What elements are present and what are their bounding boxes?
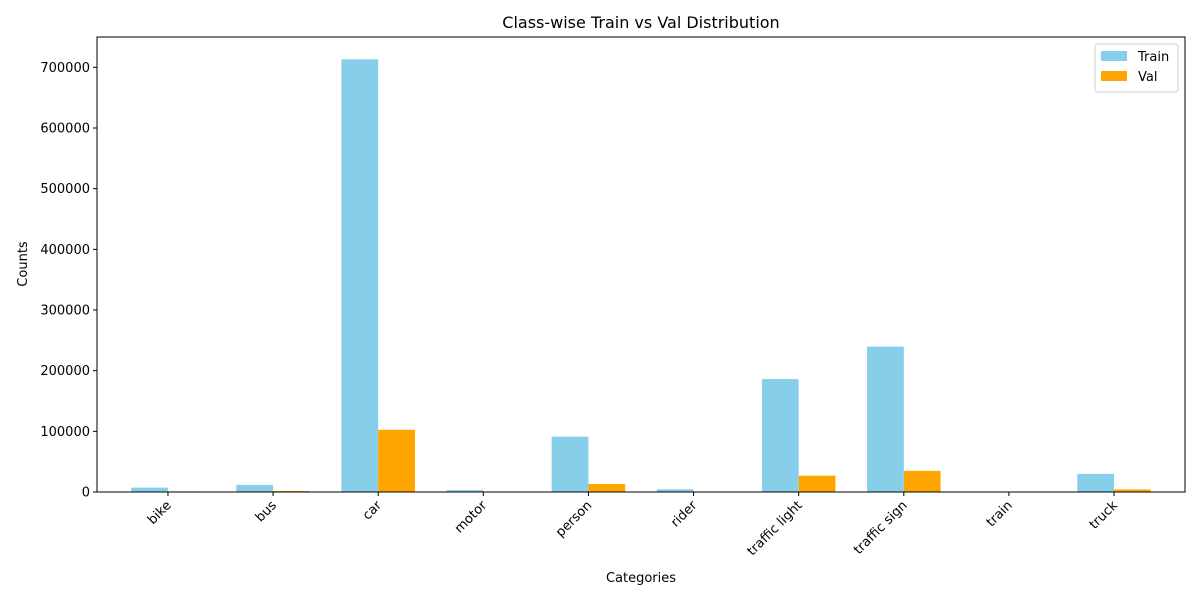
bar-train-motor xyxy=(446,490,484,492)
bar-train-truck xyxy=(1077,473,1115,492)
legend: Train Val xyxy=(1094,43,1179,93)
bar-val-car xyxy=(378,429,415,492)
y-tick-label: 500000 xyxy=(40,182,90,197)
x-tick-label-motor: motor xyxy=(452,498,491,537)
chart-title: Class-wise Train vs Val Distribution xyxy=(502,13,779,32)
x-tick-label-bike: bike xyxy=(145,498,175,528)
x-axis: bike bus car motor person rider traffic light t… xyxy=(145,492,1121,559)
bar-val-person xyxy=(588,483,626,492)
y-tick-label: 400000 xyxy=(40,243,90,258)
x-tick-label-traffic-sign: traffic sign xyxy=(851,498,910,557)
bar-val-truck xyxy=(1114,489,1151,492)
bar-train-bus xyxy=(236,484,274,492)
x-tick-label-bus: bus xyxy=(253,498,280,525)
x-tick-label-person: person xyxy=(553,498,595,540)
x-tick-label-rider: rider xyxy=(668,498,701,531)
legend-swatch-train xyxy=(1101,51,1127,61)
y-tick-label: 200000 xyxy=(40,364,90,379)
x-tick-label-traffic-light: traffic light xyxy=(745,498,806,559)
plot-frame xyxy=(96,36,1186,493)
y-tick-label: 600000 xyxy=(40,122,90,137)
bar-train-car xyxy=(341,59,379,493)
y-tick-label: 100000 xyxy=(40,425,90,440)
y-axis: 0 100000 200000 300000 400000 500000 600000 700… xyxy=(40,61,97,501)
bar-val-traffic-sign xyxy=(903,470,941,492)
legend-label-train: Train xyxy=(1137,50,1169,65)
x-tick-label-car: car xyxy=(360,498,386,524)
y-tick-label: 0 xyxy=(82,486,90,501)
x-tick-label-truck: truck xyxy=(1087,498,1122,533)
bar-train-rider xyxy=(656,489,694,492)
y-tick-label: 300000 xyxy=(40,304,90,319)
bar-train-traffic-sign xyxy=(867,346,904,492)
x-axis-label: Categories xyxy=(606,571,676,586)
bar-train-bike xyxy=(131,487,168,492)
bar-train-traffic-light xyxy=(761,379,799,492)
legend-swatch-val xyxy=(1101,71,1127,81)
x-tick-label-train: train xyxy=(984,498,1016,530)
y-axis-label: Counts xyxy=(16,241,31,287)
y-tick-label: 700000 xyxy=(40,61,90,76)
legend-label-val: Val xyxy=(1138,70,1157,85)
bars-group xyxy=(131,59,1151,493)
bar-val-traffic-light xyxy=(798,475,836,492)
bar-train-person xyxy=(551,436,589,492)
